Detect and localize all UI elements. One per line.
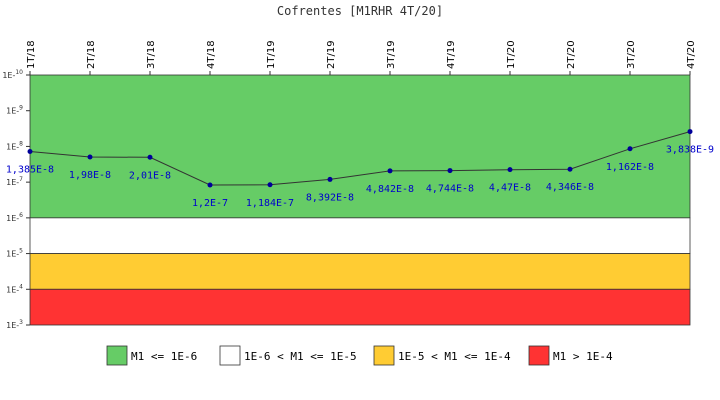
data-label-6: 4,842E-8	[366, 184, 414, 195]
band-2	[29, 253, 691, 290]
data-point-1	[87, 154, 93, 160]
x-axis: 1T/18 2T/18 3T/18 4T/18 1T/19 2T/19 3T/19 4T/19…	[26, 40, 697, 75]
legend-swatch-0	[106, 345, 128, 366]
data-label-7: 4,744E-8	[426, 184, 474, 195]
y-tick-label-5: 1E-5	[6, 248, 23, 259]
chart-title: Cofrentes [M1RHR 4T/20]	[277, 4, 443, 18]
legend-label-0: M1 <= 1E-6	[131, 350, 197, 363]
data-label-1: 1,98E-8	[69, 170, 111, 181]
x-tick-label-2: 3T/18	[146, 40, 157, 69]
y-tick-label-6: 1E-4	[6, 283, 23, 294]
data-label-8: 4,47E-8	[489, 183, 531, 194]
band-1	[29, 217, 691, 254]
data-point-3	[207, 182, 213, 188]
legend-label-1: 1E-6 < M1 <= 1E-5	[244, 350, 357, 363]
x-tick-label-5: 2T/19	[326, 40, 337, 69]
legend: M1 <= 1E-6 1E-6 < M1 <= 1E-5 1E-5 < M1 <= …	[106, 345, 613, 366]
data-label-2: 2,01E-8	[129, 170, 171, 181]
x-tick-label-9: 2T/20	[566, 40, 577, 69]
data-point-7	[447, 168, 453, 174]
band-group	[29, 74, 691, 326]
legend-label-2: 1E-5 < M1 <= 1E-4	[398, 350, 511, 363]
y-tick-label-0: 1E-10	[2, 69, 23, 80]
legend-label-3: M1 > 1E-4	[553, 350, 613, 363]
series-line-0	[29, 131, 691, 186]
data-label-9: 4,346E-8	[546, 182, 594, 193]
legend-swatch-1	[219, 345, 241, 366]
data-label-0: 1,385E-8	[6, 164, 54, 175]
data-label-11: 3,838E-9	[666, 145, 714, 156]
x-tick-label-3: 4T/18	[206, 40, 217, 69]
legend-swatch-2	[373, 345, 395, 366]
y-axis: 1E-10 1E-9 1E-8 1E-7 1E-6 1E-5 1E-4 1E-3	[2, 69, 30, 330]
x-tick-label-11: 4T/20	[686, 40, 697, 69]
data-point-2	[147, 154, 153, 160]
x-tick-label-4: 1T/19	[266, 40, 277, 69]
data-label-10: 1,162E-8	[606, 162, 654, 173]
x-tick-label-7: 4T/19	[446, 40, 457, 69]
x-tick-label-0: 1T/18	[26, 40, 37, 69]
data-point-9	[567, 166, 573, 172]
data-point-6	[387, 168, 393, 174]
band-3	[29, 288, 691, 326]
legend-swatch-3	[528, 345, 550, 366]
x-tick-label-1: 2T/18	[86, 40, 97, 69]
data-label-group: 1,385E-8 1,98E-8 2,01E-8 1,2E-7 1,184E-7 8,39…	[6, 145, 714, 209]
y-tick-label-1: 1E-9	[6, 105, 23, 116]
data-label-5: 8,392E-8	[306, 192, 354, 203]
x-tick-label-6: 3T/19	[386, 40, 397, 69]
data-label-3: 1,2E-7	[192, 198, 228, 209]
y-tick-label-7: 1E-3	[6, 319, 23, 330]
x-tick-label-10: 3T/20	[626, 40, 637, 69]
data-label-4: 1,184E-7	[246, 198, 294, 209]
data-point-5	[327, 176, 333, 182]
y-tick-label-4: 1E-6	[6, 212, 23, 223]
series-group	[27, 129, 693, 188]
data-point-8	[507, 167, 513, 173]
x-tick-label-8: 1T/20	[506, 40, 517, 69]
data-point-4	[267, 182, 273, 188]
band-0	[29, 74, 691, 219]
y-tick-label-3: 1E-7	[6, 176, 23, 187]
data-point-0	[27, 148, 33, 154]
y-tick-label-2: 1E-8	[6, 140, 23, 151]
data-point-11	[687, 129, 693, 135]
data-point-10	[627, 146, 633, 152]
